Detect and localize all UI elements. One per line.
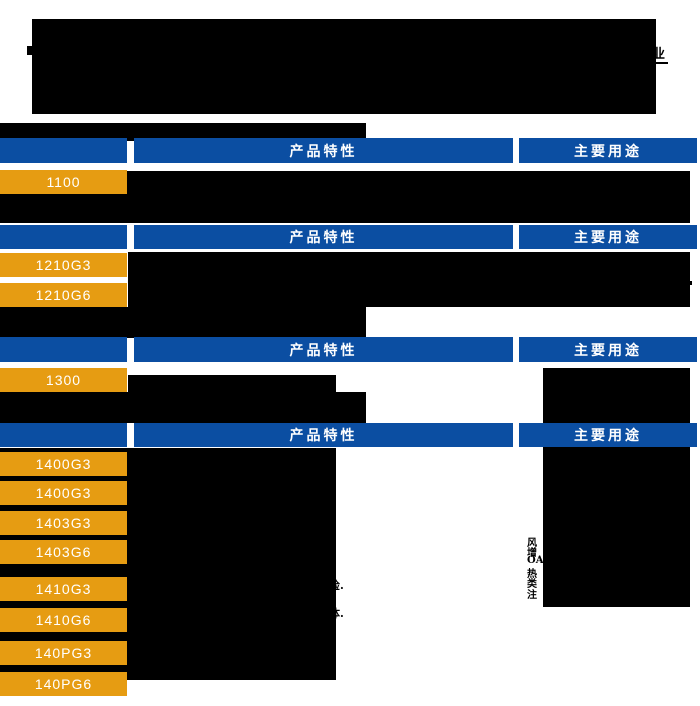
t4-grade-row-1: 1400G3 [0,452,127,476]
t3-header-grade-cell [0,337,127,362]
section-title-image-1 [0,123,366,141]
top-banner-image-block [32,19,656,114]
t2-header-characteristics: 产品特性 [134,225,513,249]
t1-header-characteristics: 产品特性 [134,138,513,163]
t4-uses-fragment-3: OA [527,555,544,566]
t3-header-characteristics: 产品特性 [134,337,513,362]
t4-grade-row-6: 1410G6 [0,608,127,632]
t2-grade-1210g3: 1210G3 [0,253,127,277]
t4-header-grade-cell [0,423,127,447]
section-title-image-4 [0,392,366,423]
t4-uses-fragment-2: 增 [527,548,537,559]
t4-grade-row-3: 1403G3 [0,511,127,535]
t2-header-grade-cell [0,225,127,249]
t3-grade-1300: 1300 [0,368,127,392]
t4-grade-row-7: 140PG3 [0,641,127,665]
banner-left-notch [27,46,32,55]
t4-uses-fragment-1: 风 [527,538,537,549]
t4-grade-row-8: 140PG6 [0,672,127,696]
t4-grade-row-4: 1403G6 [0,540,127,564]
t4-header-main-uses: 主要用途 [519,423,697,447]
t3-header-main-uses: 主要用途 [519,337,697,362]
t4-uses-fragment-4: 热 [527,569,537,580]
t4-grade-row-2: 1400G3 [0,481,127,505]
t2-grade-1210g6: 1210G6 [0,283,127,307]
t2-body-image-block [128,252,690,307]
t1-header-main-uses: 主要用途 [519,138,697,163]
section-title-image-3 [0,307,366,338]
t4-uses-fragment-6: 注 [527,590,537,601]
t4-header-characteristics: 产品特性 [134,423,513,447]
t4-uses-fragment-5: 类 [527,579,537,590]
t4-uses-image-block [543,447,690,607]
t4-grade-row-5: 1410G3 [0,577,127,601]
t1-grade-1100: 1100 [0,170,127,194]
t1-header-grade-cell [0,138,127,163]
t2-header-main-uses: 主要用途 [519,225,697,249]
t2-edge-text-fragment [687,281,692,285]
t3-uses-image-block [543,368,690,423]
